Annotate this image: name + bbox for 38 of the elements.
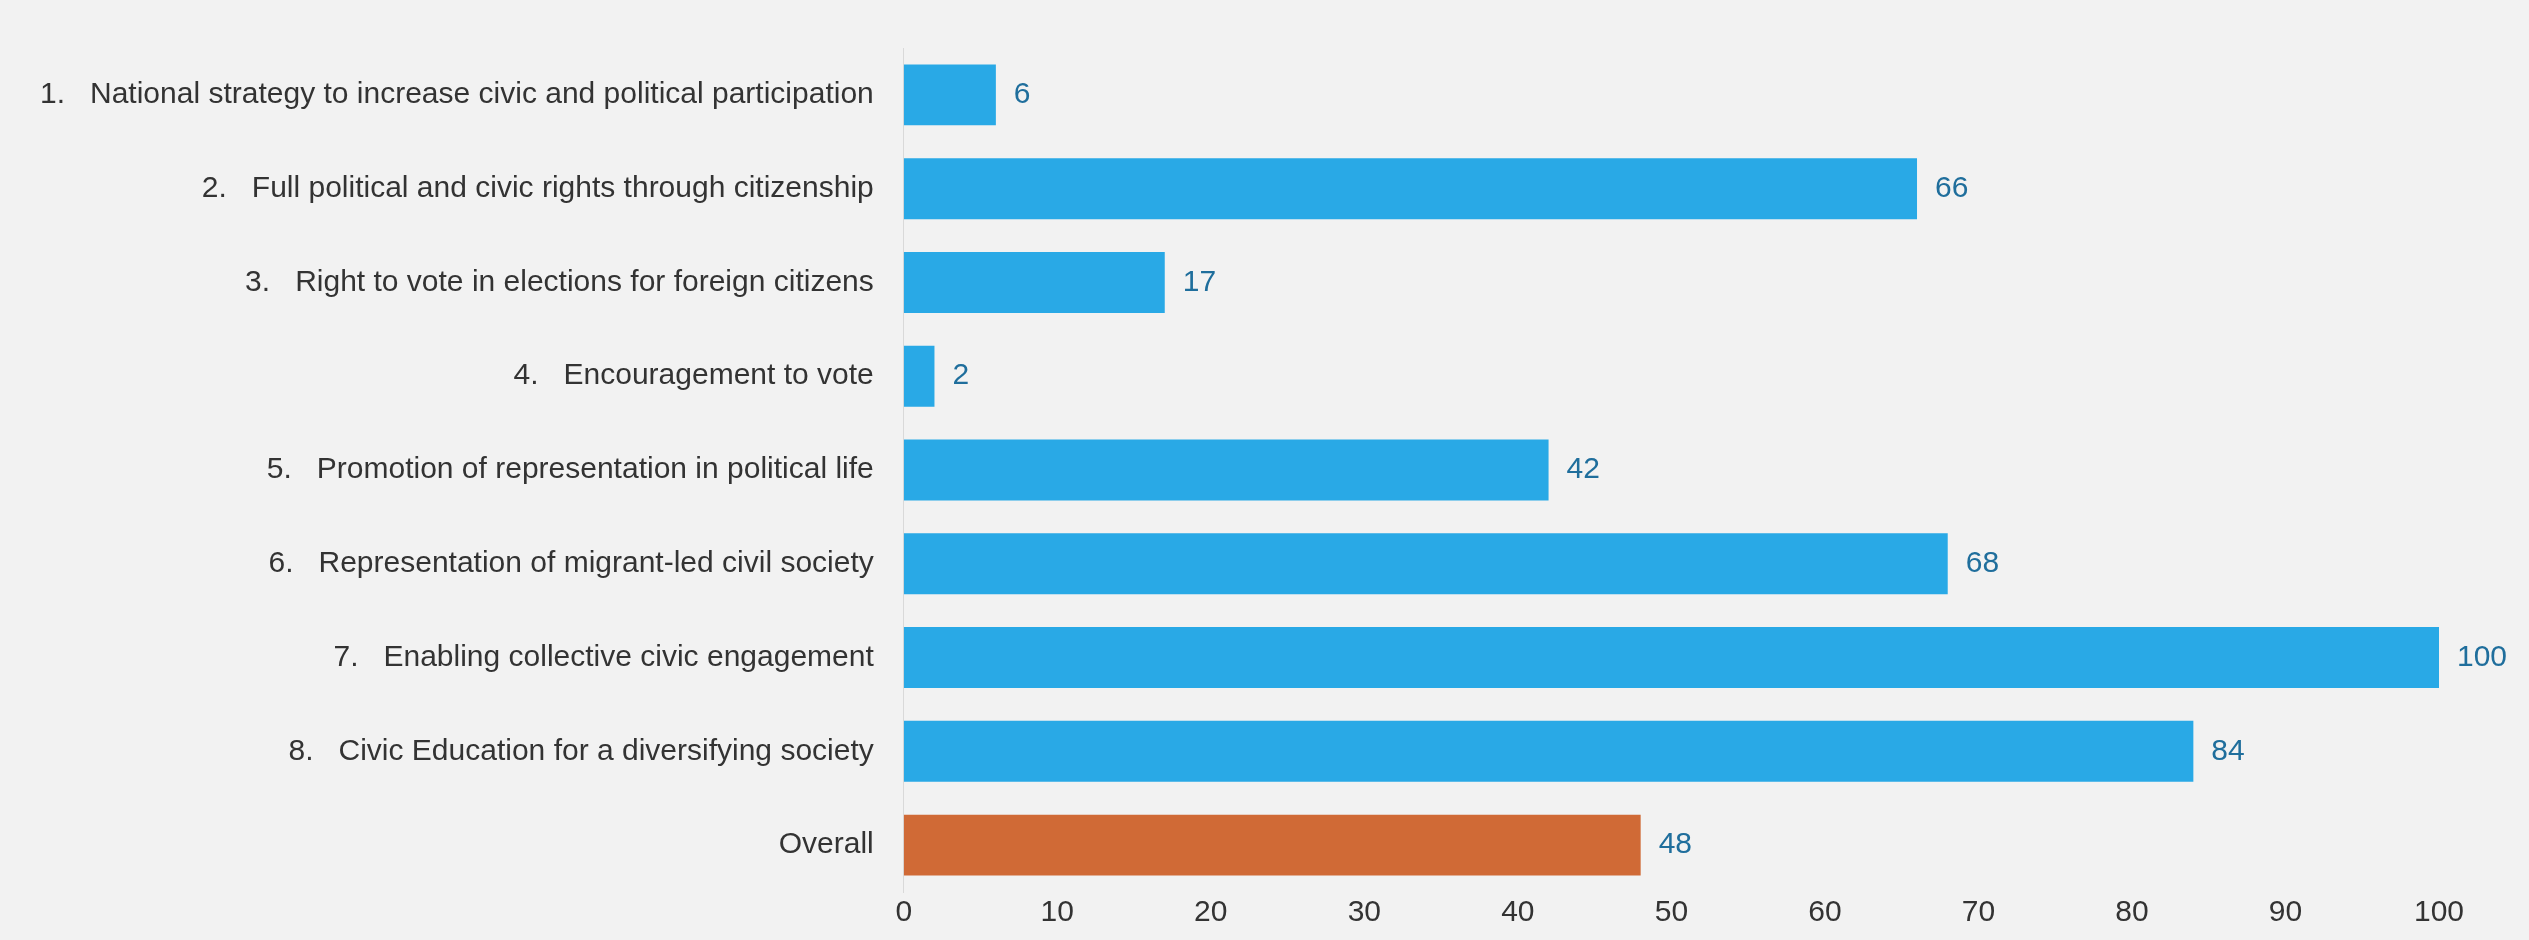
data-label: 100 [2457,638,2508,672]
data-label: 68 [1965,545,2000,579]
bar [903,439,1549,501]
bar [903,533,1948,595]
bar [903,158,1918,220]
y-tick-label: 4. Encouragement to vote [513,357,874,391]
bar [903,720,2194,782]
x-tick-label: 70 [1961,894,1996,928]
bar [903,345,935,407]
x-tick-label: 20 [1194,894,1228,928]
bar [903,627,2439,689]
data-label: 17 [1182,263,1217,297]
data-label: 42 [1566,451,1600,485]
y-tick-label: 3. Right to vote in elections for foreign citizens [245,263,874,297]
x-tick-label: 50 [1654,894,1689,928]
bar [903,64,996,126]
x-tick-label: 100 [2413,894,2465,928]
x-tick-label: 80 [2115,894,2149,928]
y-tick-label: 8. Civic Education for a diversifying society [288,732,874,766]
y-tick-label: 5. Promotion of representation in political life [266,451,874,485]
y-tick-label: 6. Representation of migrant-led civil society [268,545,874,579]
data-label: 2 [952,357,970,391]
bar [903,251,1165,313]
data-label: 84 [2211,732,2245,766]
x-tick-label: 10 [1040,894,1074,928]
y-tick-label: 1. National strategy to increase civic and political participation [39,76,874,110]
x-tick-label: 90 [2268,894,2303,928]
bar [903,814,1641,876]
data-label: 6 [1013,76,1031,110]
y-tick-label: 2. Full political and civic rights through citizenship [201,169,874,203]
y-tick-label: 7. Enabling collective civic engagement [333,638,875,672]
x-tick-label: 0 [895,894,913,928]
y-tick-label: Overall [778,826,874,860]
data-label: 48 [1658,826,1693,860]
x-tick-label: 60 [1808,894,1842,928]
x-tick-label: 40 [1501,894,1535,928]
data-label: 66 [1935,169,1969,203]
x-tick-label: 30 [1347,894,1382,928]
